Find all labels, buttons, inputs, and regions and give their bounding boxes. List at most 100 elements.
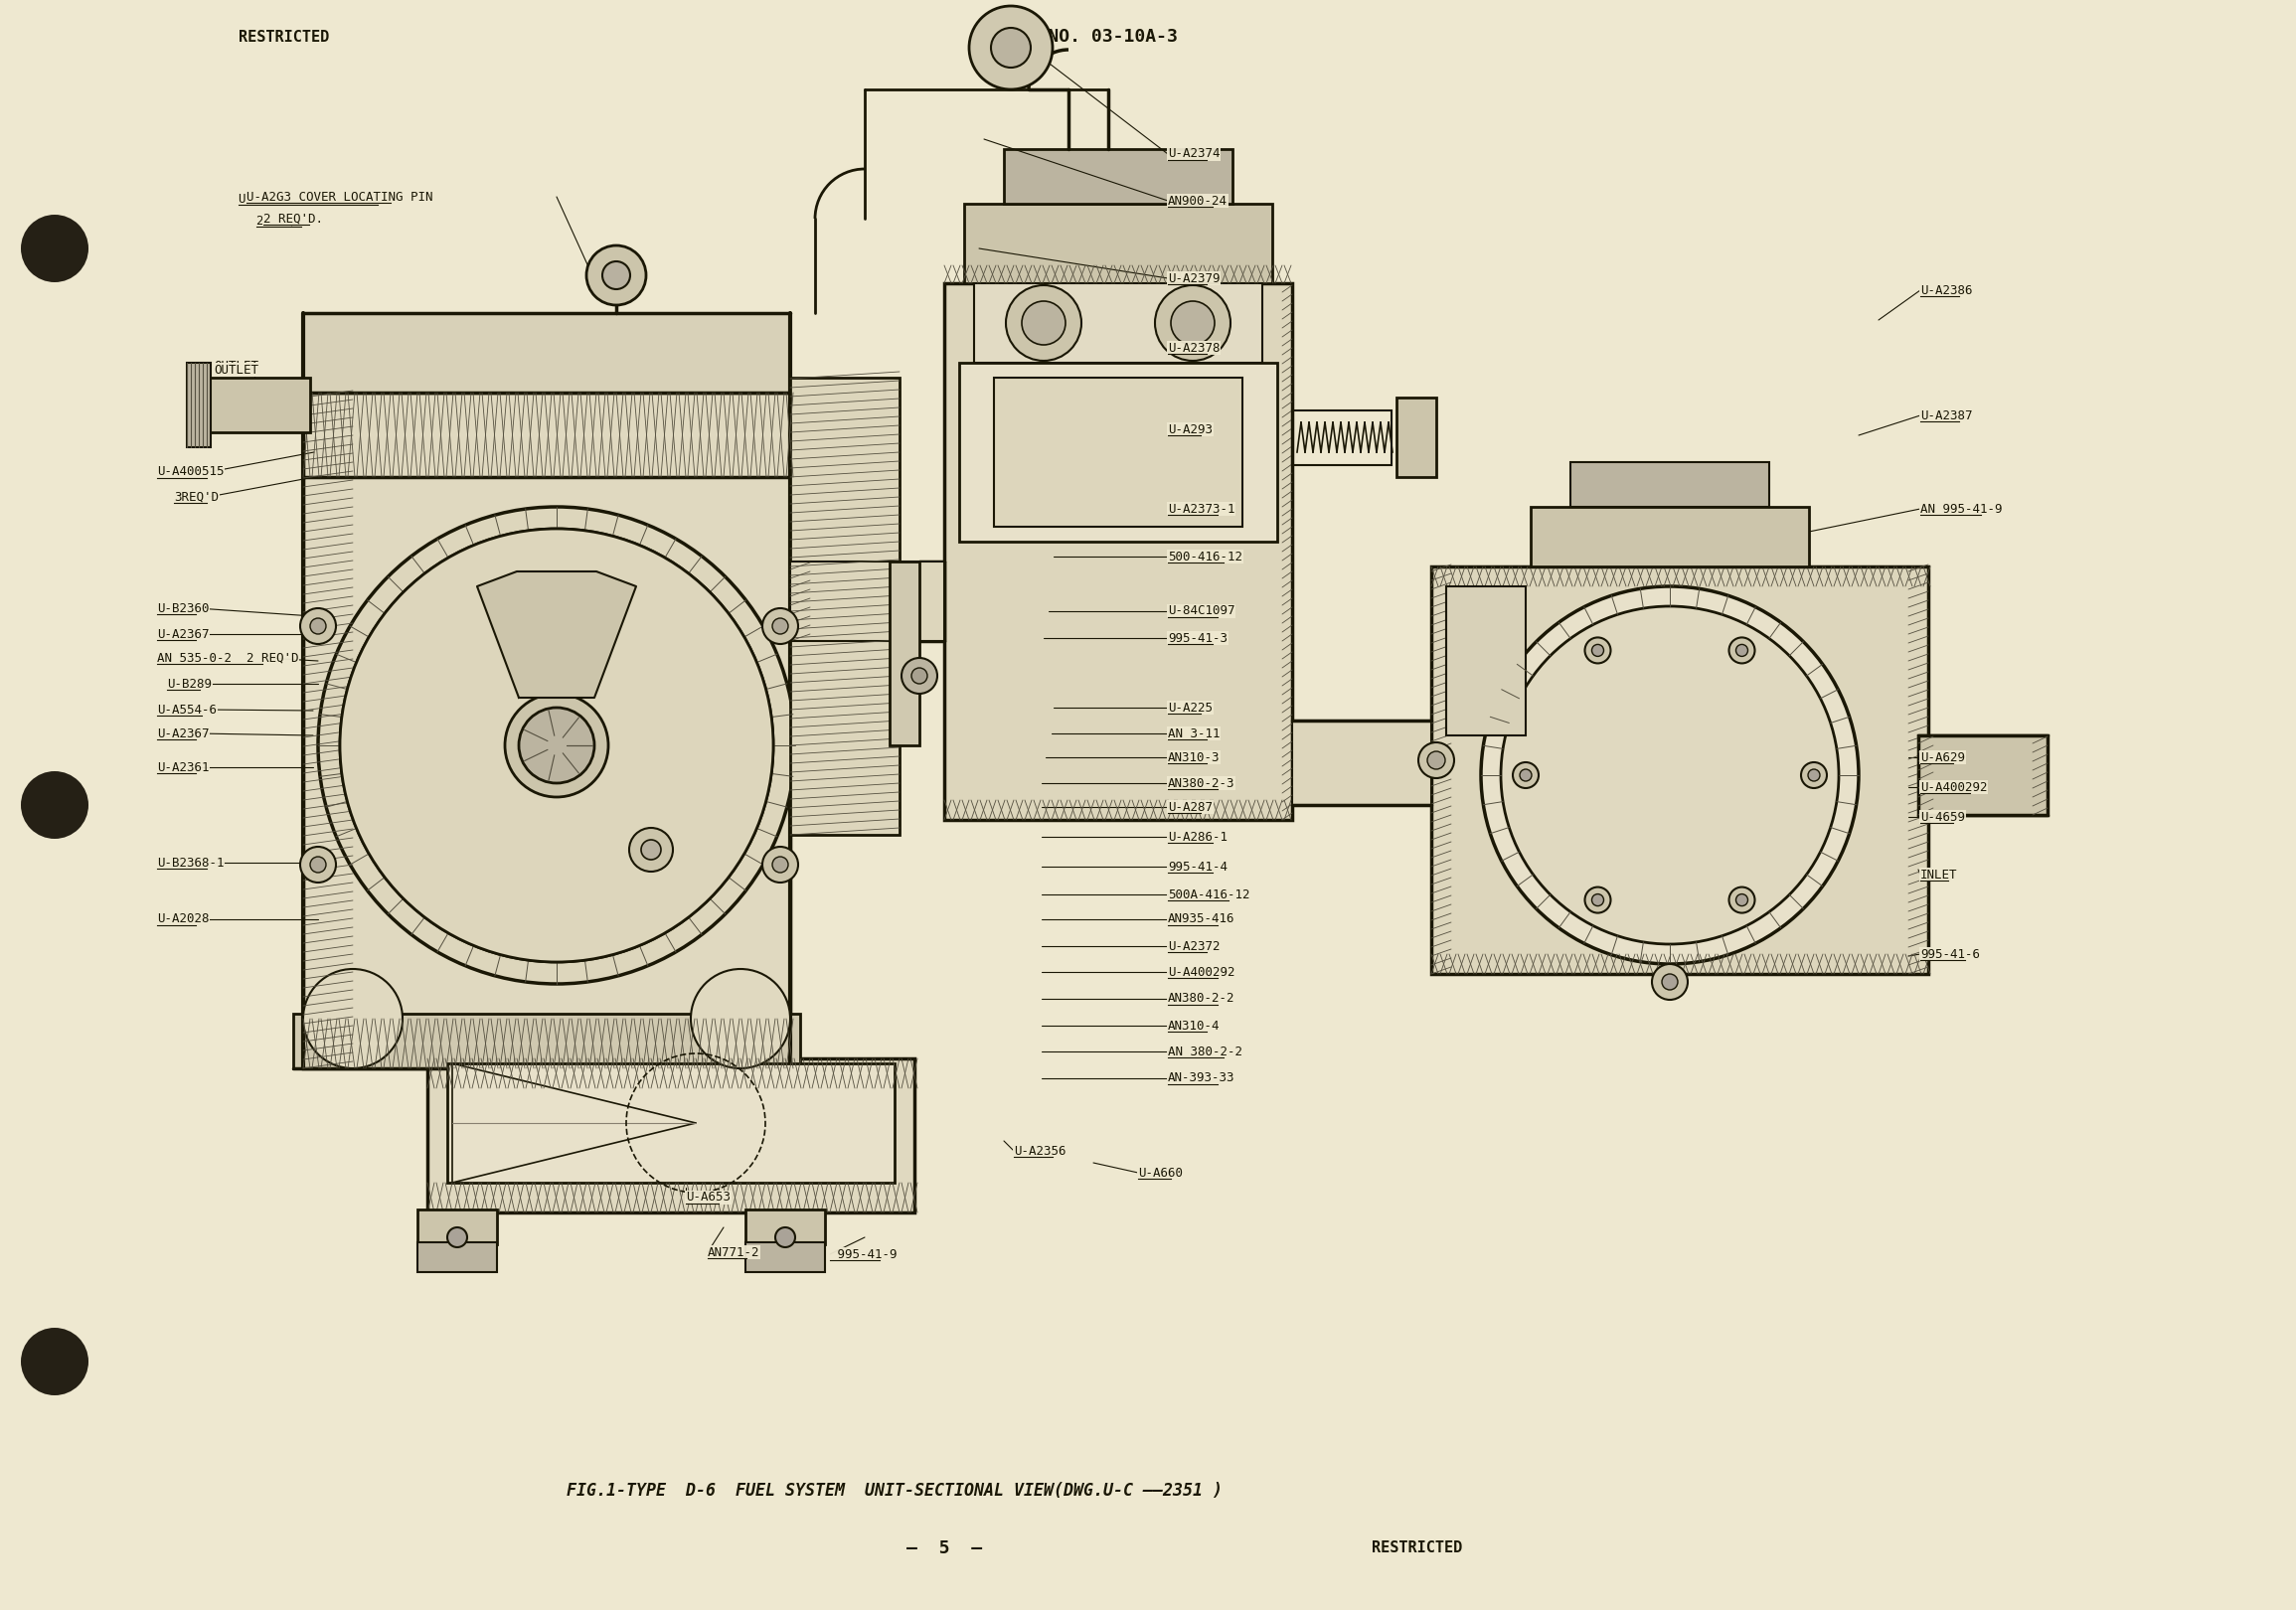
Bar: [427, 1058, 914, 1212]
Text: AN900-24: AN900-24: [1169, 195, 1228, 208]
Text: OUTLET: OUTLET: [214, 364, 259, 377]
Circle shape: [641, 840, 661, 860]
Text: U-A2028: U-A2028: [156, 913, 209, 926]
Text: U-A2367: U-A2367: [156, 628, 209, 641]
Text: 995-41-3: 995-41-3: [1169, 631, 1228, 644]
Bar: [1446, 586, 1527, 736]
Bar: [960, 362, 1277, 541]
Bar: [889, 562, 918, 745]
Circle shape: [21, 1328, 90, 1396]
Circle shape: [1591, 894, 1603, 906]
Text: U-A400292: U-A400292: [1919, 781, 1988, 794]
Circle shape: [519, 708, 595, 782]
Circle shape: [1584, 887, 1612, 913]
Bar: [964, 204, 1272, 283]
Circle shape: [303, 969, 402, 1069]
Text: U-A2356: U-A2356: [1015, 1145, 1065, 1158]
Circle shape: [1171, 301, 1215, 345]
Text: U-A2378: U-A2378: [1169, 341, 1219, 354]
Bar: [209, 378, 310, 433]
Text: U-A293: U-A293: [1169, 423, 1212, 436]
Bar: [1570, 462, 1770, 507]
Circle shape: [602, 261, 629, 290]
Circle shape: [301, 847, 335, 882]
Bar: [294, 1014, 799, 1069]
Text: U-A2373-1: U-A2373-1: [1169, 502, 1235, 515]
Text: AN 3-11: AN 3-11: [1169, 728, 1219, 741]
Text: —  5  —: — 5 —: [907, 1539, 983, 1557]
Bar: [790, 562, 944, 641]
Circle shape: [340, 528, 774, 963]
Circle shape: [992, 27, 1031, 68]
Text: U-A287: U-A287: [1169, 800, 1212, 813]
Text: 995-41-6: 995-41-6: [1919, 948, 1979, 961]
Circle shape: [771, 618, 788, 634]
Text: RESTRICTED: RESTRICTED: [239, 29, 328, 43]
Text: U-A2386: U-A2386: [1919, 283, 1972, 296]
Text: AN380-2-2: AN380-2-2: [1169, 992, 1235, 1005]
Text: OUTLET: OUTLET: [214, 359, 259, 372]
Text: U-A660: U-A660: [1139, 1166, 1182, 1179]
Circle shape: [1800, 762, 1828, 789]
Text: AN-393-33: AN-393-33: [1169, 1072, 1235, 1085]
Text: U-B289: U-B289: [168, 678, 211, 691]
Text: U-A225: U-A225: [1169, 700, 1212, 715]
Circle shape: [310, 618, 326, 634]
Bar: [303, 312, 790, 393]
Bar: [1396, 398, 1437, 477]
Circle shape: [691, 969, 790, 1069]
Circle shape: [301, 609, 335, 644]
Circle shape: [1022, 301, 1065, 345]
Text: AN 995-41-9: AN 995-41-9: [1919, 502, 2002, 515]
Text: 995-41-9: 995-41-9: [829, 1248, 898, 1261]
Circle shape: [1807, 770, 1821, 781]
Bar: [448, 1063, 895, 1183]
Circle shape: [310, 857, 326, 873]
Bar: [746, 1209, 824, 1245]
Circle shape: [762, 609, 799, 644]
Text: U-A2G3 COVER LOCATING PIN: U-A2G3 COVER LOCATING PIN: [239, 192, 425, 204]
Text: AN 380-2-2: AN 380-2-2: [1169, 1045, 1242, 1058]
Text: U-A2379: U-A2379: [1169, 272, 1219, 285]
Text: INLET: INLET: [1919, 868, 1958, 881]
Text: T.O. NO. 03-10A-3: T.O. NO. 03-10A-3: [994, 27, 1178, 45]
Text: U-A2374: U-A2374: [1169, 148, 1219, 161]
Bar: [746, 1243, 824, 1272]
Circle shape: [1155, 285, 1231, 361]
Circle shape: [1006, 285, 1081, 361]
Bar: [418, 1209, 496, 1245]
Circle shape: [1591, 644, 1603, 657]
Bar: [418, 1243, 496, 1272]
Text: U-A2387: U-A2387: [1919, 409, 1972, 422]
Text: U-A400515: U-A400515: [156, 465, 225, 478]
Circle shape: [340, 528, 774, 963]
Text: U-B2360: U-B2360: [156, 602, 209, 615]
Circle shape: [1736, 644, 1747, 657]
Text: U-A286-1: U-A286-1: [1169, 831, 1228, 844]
Circle shape: [776, 1227, 794, 1248]
Bar: [1293, 721, 1430, 805]
Text: U-4659: U-4659: [1919, 810, 1965, 823]
Text: 2 REQ'D.: 2 REQ'D.: [257, 214, 317, 227]
Text: 3REQ'D: 3REQ'D: [174, 491, 218, 504]
Bar: [303, 393, 790, 1069]
Circle shape: [629, 828, 673, 871]
Circle shape: [505, 694, 608, 797]
Text: RESTRICTED: RESTRICTED: [1371, 1541, 1463, 1555]
Circle shape: [1736, 894, 1747, 906]
Text: U-84C1097: U-84C1097: [1169, 605, 1235, 618]
Bar: [1003, 150, 1233, 204]
Text: U-A2G3 COVER LOCATING PIN: U-A2G3 COVER LOCATING PIN: [246, 190, 434, 203]
Circle shape: [1428, 752, 1444, 770]
Text: AN771-2: AN771-2: [707, 1246, 760, 1259]
Circle shape: [1662, 974, 1678, 990]
Circle shape: [319, 507, 794, 984]
Circle shape: [448, 1227, 466, 1248]
Text: 500-416-12: 500-416-12: [1169, 551, 1242, 564]
Text: U-A554-6: U-A554-6: [156, 704, 216, 716]
Text: U-A629: U-A629: [1919, 750, 1965, 763]
Circle shape: [1584, 638, 1612, 663]
Circle shape: [1481, 586, 1860, 964]
Circle shape: [1502, 607, 1839, 943]
Text: 500A-416-12: 500A-416-12: [1169, 889, 1249, 902]
